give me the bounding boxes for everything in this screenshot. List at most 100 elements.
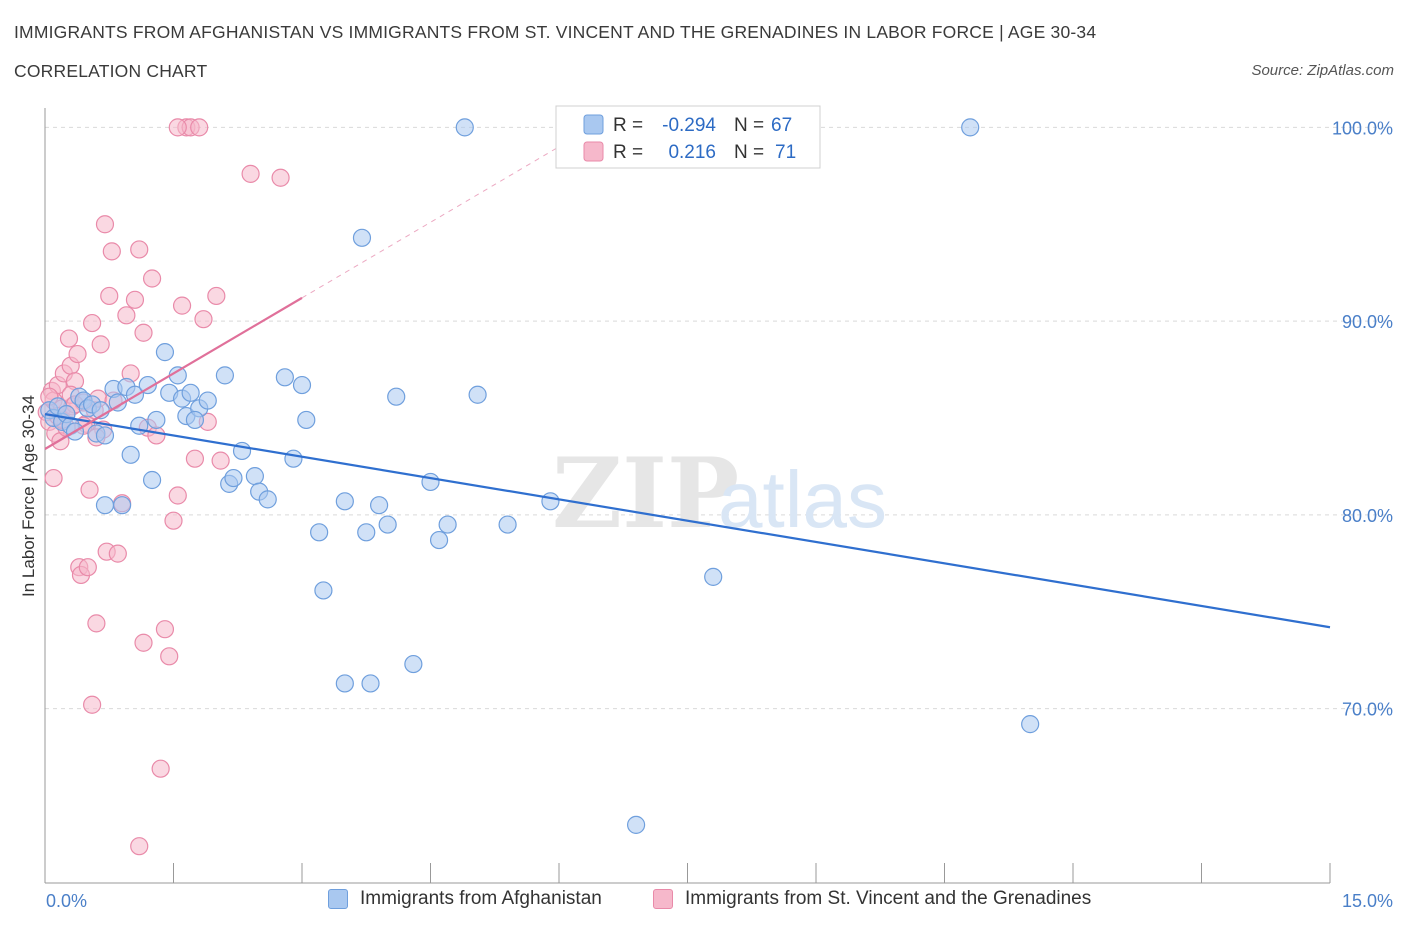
correlation-legend: R = -0.294 N = 67 R = 0.216 N = 71 xyxy=(555,105,821,169)
blue-point xyxy=(297,410,316,430)
blue-point xyxy=(378,515,397,534)
pink-point xyxy=(95,215,115,234)
blue-trend-line xyxy=(44,413,1331,629)
blue-point xyxy=(314,581,333,600)
pink-point xyxy=(190,118,209,137)
blue-point xyxy=(498,515,517,534)
series-legend: Immigrants from Afghanistan Immigrants f… xyxy=(0,888,1406,918)
legend-n-value-2: 71 xyxy=(775,142,796,163)
blue-point xyxy=(626,815,646,834)
chart-subtitle: CORRELATION CHART xyxy=(14,61,208,81)
pink-point xyxy=(125,290,145,309)
blue-series-points xyxy=(40,118,1040,834)
pink-point xyxy=(134,323,153,342)
y-axis-label: In Labor Force | Age 30-34 xyxy=(19,395,38,597)
watermark-zip: ZIP xyxy=(552,437,739,550)
blue-point xyxy=(258,490,277,509)
pink-point xyxy=(108,544,127,563)
blue-point xyxy=(215,366,234,385)
blue-point xyxy=(961,118,980,137)
series-swatch-pink xyxy=(653,889,673,909)
chart-title: IMMIGRANTS FROM AFGHANISTAN VS IMMIGRANT… xyxy=(14,22,1097,42)
pink-point xyxy=(207,286,226,306)
pink-point xyxy=(59,329,79,348)
trend-lines xyxy=(44,146,1331,629)
pink-point xyxy=(172,296,192,315)
blue-point xyxy=(387,387,406,406)
legend-n-label-2: N = xyxy=(734,142,764,163)
blue-point xyxy=(224,468,243,488)
blue-point xyxy=(284,449,303,468)
pink-point xyxy=(194,310,213,329)
blue-point xyxy=(335,492,354,511)
blue-point xyxy=(198,391,217,410)
blue-point xyxy=(541,492,560,511)
blue-point xyxy=(438,515,457,534)
pink-point xyxy=(117,306,136,325)
blue-point xyxy=(112,496,132,515)
blue-point xyxy=(335,674,354,693)
blue-point xyxy=(138,375,157,395)
source-label: Source: ZipAtlas.com xyxy=(1251,62,1394,79)
grid-lines: 100.0% 90.0% 80.0% 70.0% xyxy=(45,118,1393,720)
blue-point xyxy=(95,496,115,515)
blue-point xyxy=(185,410,205,430)
pink-point xyxy=(185,449,205,468)
pink-point xyxy=(83,695,102,714)
blue-point xyxy=(181,383,200,402)
legend-swatch-blue xyxy=(583,114,604,135)
pink-point xyxy=(147,426,166,445)
y-tick-label: 100.0% xyxy=(1332,118,1393,138)
pink-point xyxy=(155,620,175,639)
blue-point xyxy=(468,385,487,404)
pink-point xyxy=(151,759,170,778)
y-tick-label: 80.0% xyxy=(1342,506,1393,526)
pink-point xyxy=(211,451,230,470)
blue-point xyxy=(108,393,127,412)
pink-point xyxy=(168,486,187,505)
blue-point xyxy=(95,426,115,445)
pink-point xyxy=(100,286,119,306)
blue-point xyxy=(704,567,723,586)
y-tick-label: 90.0% xyxy=(1342,312,1393,332)
blue-point xyxy=(429,530,449,550)
x-tick-label-max: 15.0% xyxy=(1342,891,1393,911)
blue-point xyxy=(292,375,312,395)
x-tick-label-min: 0.0% xyxy=(46,891,87,911)
pink-point xyxy=(168,118,187,137)
pink-point xyxy=(134,633,153,652)
pink-point xyxy=(44,468,63,488)
blue-point xyxy=(1021,715,1040,734)
pink-point xyxy=(87,614,106,633)
legend-r-value-1: -0.294 xyxy=(662,115,716,136)
blue-point xyxy=(245,467,264,486)
pink-point xyxy=(142,269,162,288)
series-legend-label-afghanistan: Immigrants from Afghanistan xyxy=(360,888,602,909)
blue-point xyxy=(275,368,294,387)
pink-point xyxy=(164,511,183,530)
pink-point xyxy=(68,344,87,364)
blue-point xyxy=(155,343,175,362)
blue-point xyxy=(455,118,474,137)
pink-point xyxy=(78,558,97,577)
axes: 0.0% 15.0% xyxy=(44,108,1393,911)
blue-point xyxy=(357,523,376,542)
legend-n-value-1: 67 xyxy=(771,115,792,136)
blue-point xyxy=(142,470,162,490)
pink-trend-extension xyxy=(301,146,560,299)
watermark-atlas: atlas xyxy=(718,455,887,544)
blue-point xyxy=(404,654,423,674)
pink-point xyxy=(130,837,149,856)
pink-series-points xyxy=(37,118,290,856)
pink-point xyxy=(241,164,260,183)
legend-r-label-1: R = xyxy=(613,115,643,136)
series-swatch-blue xyxy=(328,889,348,909)
legend-r-value-2: 0.216 xyxy=(668,142,716,163)
series-legend-item-afghanistan: Immigrants from Afghanistan xyxy=(328,888,602,910)
pink-trend-line xyxy=(44,296,303,450)
pink-point xyxy=(130,240,149,259)
blue-point xyxy=(310,523,329,542)
pink-point xyxy=(91,335,110,354)
pink-point xyxy=(102,242,121,261)
